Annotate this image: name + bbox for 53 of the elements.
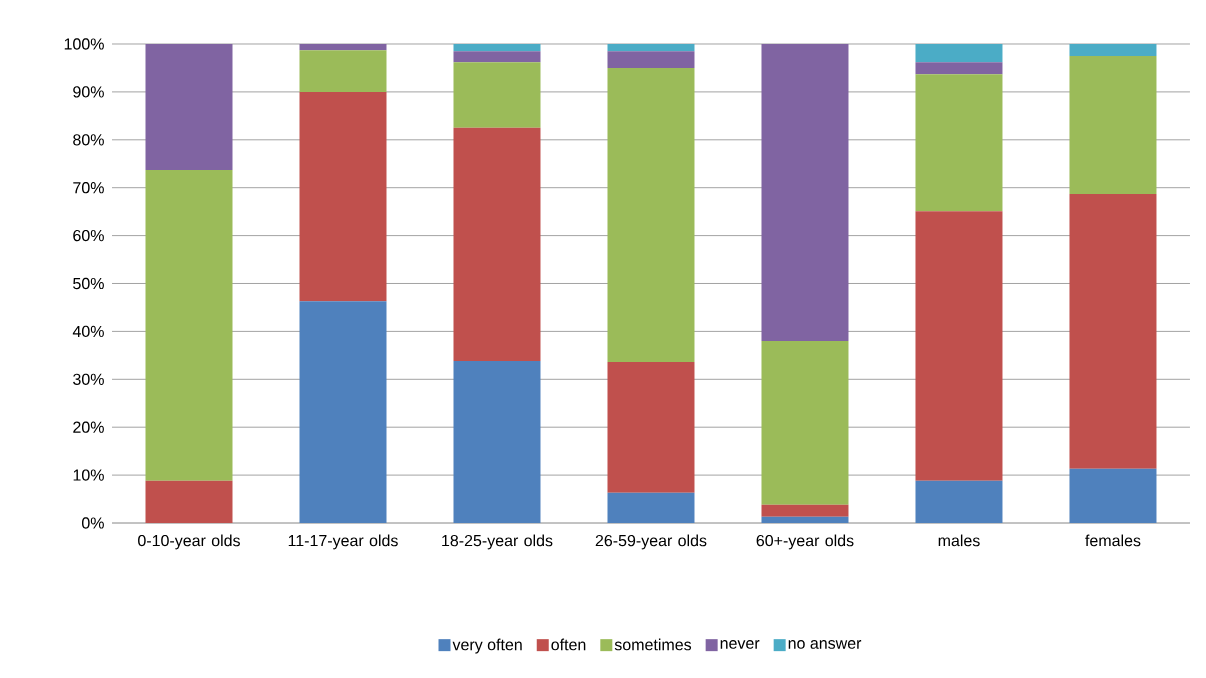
bar	[761, 516, 849, 523]
y-tick-label: 40%	[72, 325, 104, 338]
bar	[453, 62, 541, 128]
x-tick-label: 0-10-year olds	[138, 534, 240, 550]
bar	[607, 492, 695, 523]
bar	[453, 127, 541, 362]
bar	[453, 361, 541, 523]
bar	[607, 44, 695, 52]
bar	[145, 44, 233, 170]
bar	[299, 44, 387, 51]
y-tick-label: 100%	[64, 38, 104, 50]
bar	[1069, 468, 1157, 523]
y-tick-label: 70%	[73, 182, 104, 194]
bar	[1069, 44, 1157, 56]
bar	[1069, 55, 1157, 194]
legend-label: often	[551, 638, 586, 651]
y-tick-label: 50%	[73, 277, 104, 290]
y-tick-label: 90%	[73, 86, 104, 98]
y-tick-label: 0%	[81, 517, 104, 529]
legend-label: very often	[452, 638, 522, 654]
bar	[915, 44, 1003, 63]
x-tick-label: males	[938, 534, 980, 547]
bar	[915, 211, 1003, 481]
x-tick-label: 18-25-year olds	[442, 534, 553, 550]
y-tick-label: 80%	[73, 134, 104, 146]
legend-label: sometimes	[614, 638, 692, 651]
x-tick-label: females	[1085, 534, 1141, 547]
bar	[145, 169, 233, 481]
bar	[761, 340, 849, 505]
bar	[915, 74, 1003, 212]
bar	[299, 91, 387, 302]
y-tick-label: 20%	[73, 421, 104, 433]
bar	[453, 51, 541, 63]
x-tick-label: 60+-year olds	[756, 534, 854, 550]
x-tick-label: 11-17-year olds	[288, 534, 398, 550]
x-tick-label: 26-59-year olds	[595, 534, 707, 550]
bar	[299, 301, 387, 523]
y-tick-label: 10%	[73, 469, 104, 481]
bar	[299, 50, 387, 92]
bar	[761, 44, 849, 341]
bar	[915, 480, 1003, 523]
bar	[145, 480, 233, 523]
legend-label: never	[720, 640, 760, 649]
bar	[915, 62, 1003, 75]
bar	[607, 51, 695, 68]
bar	[761, 504, 849, 517]
bar	[1069, 193, 1157, 469]
legend-label: no answer	[788, 640, 862, 649]
bar	[607, 67, 695, 363]
y-tick-label: 30%	[73, 373, 104, 385]
bar	[607, 362, 695, 493]
bar	[453, 44, 541, 52]
y-tick-label: 60%	[73, 229, 104, 242]
